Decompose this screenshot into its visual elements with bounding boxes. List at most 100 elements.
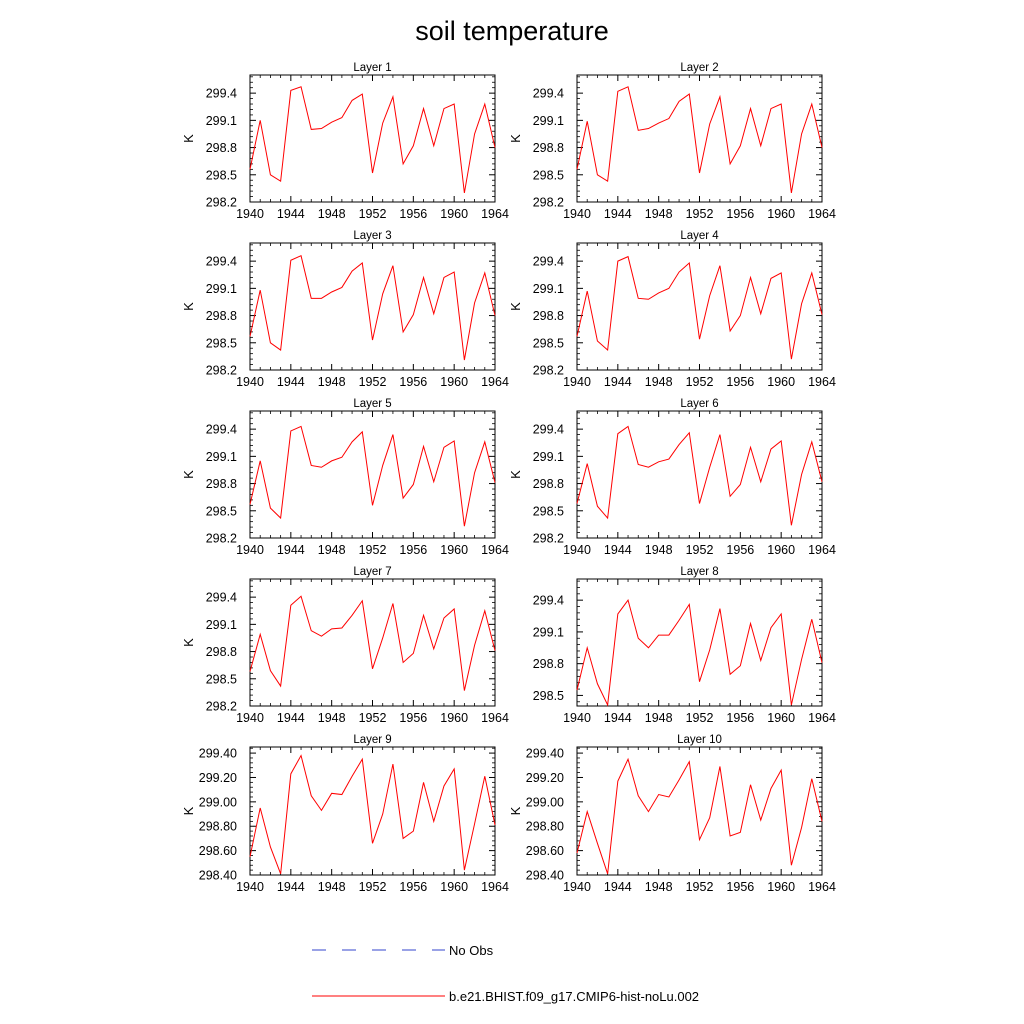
- y-tick-label: 299.4: [533, 87, 564, 101]
- x-tick-label: 1964: [808, 207, 836, 221]
- panel-title: Layer 2: [680, 62, 718, 74]
- y-tick-label: 299.20: [526, 771, 564, 785]
- x-tick-label: 1944: [277, 543, 305, 557]
- x-tick-label: 1964: [808, 711, 836, 725]
- x-tick-label: 1964: [808, 880, 836, 894]
- x-tick-label: 1948: [318, 207, 346, 221]
- x-tick-label: 1940: [563, 880, 591, 894]
- y-tick-label: 298.80: [526, 820, 564, 834]
- x-tick-label: 1960: [767, 207, 795, 221]
- y-tick-label: 299.1: [206, 618, 237, 632]
- y-tick-label: 298.8: [533, 477, 564, 491]
- y-tick-label: 298.60: [199, 844, 237, 858]
- y-tick-label: 298.5: [533, 336, 564, 350]
- y-tick-label: 299.1: [206, 450, 237, 464]
- x-tick-label: 1952: [686, 375, 714, 389]
- model-series-line: [249, 425, 496, 527]
- x-tick-label: 1944: [604, 711, 632, 725]
- panel-layer-6: Layer 6 K 1940 1944 1948 1952 1956 1960 1964 298.…: [508, 398, 836, 557]
- y-tick-label: 298.2: [206, 364, 237, 378]
- panel-layer-8: Layer 8 1940 1944 1948 1952 1956 1960 1964 298.5…: [533, 566, 836, 725]
- y-axis-label: K: [181, 638, 196, 647]
- x-tick-label: 1964: [481, 543, 509, 557]
- y-tick-label: 298.2: [206, 532, 237, 546]
- y-tick-label: 298.2: [533, 532, 564, 546]
- y-tick-label: 299.4: [533, 255, 564, 269]
- main-title: soil temperature: [415, 16, 609, 46]
- y-tick-label: 298.8: [533, 141, 564, 155]
- panel-title: Layer 3: [353, 230, 391, 242]
- y-axis-label: K: [508, 134, 523, 143]
- x-tick-label: 1956: [726, 711, 754, 725]
- x-tick-label: 1952: [359, 207, 387, 221]
- x-tick-label: 1948: [318, 880, 346, 894]
- x-tick-label: 1960: [440, 543, 468, 557]
- x-tick-label: 1940: [236, 711, 264, 725]
- panel-layer-3: Layer 3 K 1940 1944 1948 1952 1956 1960 1964 298.…: [181, 230, 509, 389]
- x-tick-label: 1948: [318, 711, 346, 725]
- x-tick-label: 1944: [277, 375, 305, 389]
- y-axis-label: K: [181, 134, 196, 143]
- x-tick-label: 1944: [604, 207, 632, 221]
- x-tick-label: 1952: [359, 543, 387, 557]
- y-tick-label: 298.40: [199, 869, 237, 883]
- y-tick-label: 299.1: [533, 625, 564, 639]
- x-tick-label: 1944: [604, 375, 632, 389]
- panel-title: Layer 6: [680, 398, 718, 410]
- x-tick-label: 1940: [563, 543, 591, 557]
- x-tick-label: 1960: [440, 207, 468, 221]
- y-tick-label: 299.40: [526, 747, 564, 761]
- x-tick-label: 1948: [318, 375, 346, 389]
- panel-title: Layer 4: [680, 230, 719, 242]
- x-tick-label: 1960: [440, 375, 468, 389]
- y-tick-label: 299.4: [206, 423, 237, 437]
- x-tick-label: 1960: [767, 543, 795, 557]
- panel-layer-4: Layer 4 K 1940 1944 1948 1952 1956 1960 1964 298.…: [508, 230, 836, 389]
- x-tick-label: 1964: [481, 375, 509, 389]
- y-tick-label: 299.1: [206, 282, 237, 296]
- model-series-line: [249, 254, 496, 361]
- y-tick-label: 299.4: [206, 255, 237, 269]
- x-tick-label: 1952: [359, 880, 387, 894]
- x-tick-label: 1964: [481, 880, 509, 894]
- panel-title: Layer 1: [353, 62, 391, 74]
- y-tick-label: 299.20: [199, 771, 237, 785]
- x-tick-label: 1944: [277, 207, 305, 221]
- panels-grid: Layer 1 K 1940 1944 1948 1952 1956 1960 1964 298.…: [181, 62, 836, 894]
- legend: No Obs b.e21.BHIST.f09_g17.CMIP6-hist-no…: [312, 943, 699, 1004]
- y-tick-label: 298.8: [206, 477, 237, 491]
- y-axis-label: K: [181, 806, 196, 815]
- model-series-line: [576, 757, 823, 874]
- y-tick-label: 298.8: [206, 141, 237, 155]
- x-tick-label: 1952: [359, 711, 387, 725]
- x-tick-label: 1940: [563, 207, 591, 221]
- x-tick-label: 1940: [236, 207, 264, 221]
- y-tick-label: 298.8: [533, 309, 564, 323]
- legend-obs-label: No Obs: [449, 943, 494, 958]
- y-tick-label: 298.60: [526, 844, 564, 858]
- panel-layer-2: Layer 2 K 1940 1944 1948 1952 1956 1960 1964 298.…: [508, 62, 836, 221]
- y-axis-label: K: [181, 302, 196, 311]
- y-tick-label: 298.2: [533, 364, 564, 378]
- y-tick-label: 298.8: [206, 309, 237, 323]
- panel-layer-5: Layer 5 K 1940 1944 1948 1952 1956 1960 1964 298.…: [181, 398, 509, 557]
- y-tick-label: 299.4: [533, 594, 564, 608]
- y-tick-label: 298.2: [533, 196, 564, 210]
- x-tick-label: 1948: [645, 207, 673, 221]
- x-tick-label: 1956: [726, 880, 754, 894]
- model-series-line: [576, 86, 823, 194]
- y-tick-label: 299.00: [526, 795, 564, 809]
- x-tick-label: 1960: [767, 711, 795, 725]
- legend-model-label: b.e21.BHIST.f09_g17.CMIP6-hist-noLu.002: [449, 989, 699, 1004]
- model-series-line: [249, 595, 496, 691]
- y-tick-label: 299.1: [533, 114, 564, 128]
- x-tick-label: 1944: [277, 711, 305, 725]
- x-tick-label: 1956: [399, 375, 427, 389]
- panel-layer-10: Layer 10 K 1940 1944 1948 1952 1956 1960 1964 298…: [508, 734, 836, 894]
- x-tick-label: 1940: [563, 375, 591, 389]
- x-tick-label: 1940: [236, 375, 264, 389]
- x-tick-label: 1952: [686, 880, 714, 894]
- x-tick-label: 1956: [726, 207, 754, 221]
- x-tick-label: 1952: [359, 375, 387, 389]
